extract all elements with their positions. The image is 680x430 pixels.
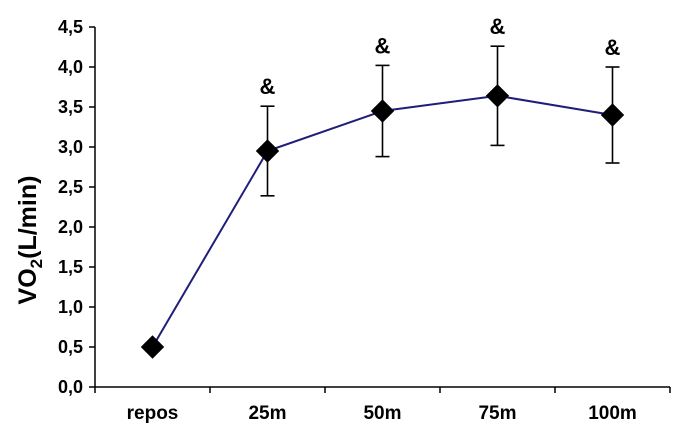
y-ticks: 0,0 0,5 1,0 1,5 2,0 2,5 3,0 3,5 4,0 4,5	[58, 17, 95, 397]
error-bars	[145, 45, 620, 352]
x-tick-label: repos	[127, 403, 179, 424]
y-axis-title-unit: (L/min)	[14, 176, 42, 259]
data-point-marker	[255, 139, 280, 163]
x-tick-label: 25m	[248, 403, 286, 424]
y-tick-label: 3,0	[58, 137, 83, 157]
significance-marker: &	[605, 35, 621, 60]
y-tick-label: 0,0	[58, 377, 83, 397]
data-point-marker	[600, 103, 625, 127]
x-ticks: repos 25m 50m 75m 100m	[94, 387, 671, 424]
x-tick-label: 50m	[363, 403, 401, 424]
y-tick-label: 2,5	[58, 177, 83, 197]
y-axis-title: VO2(L/min)	[14, 176, 46, 305]
y-tick-label: 4,0	[58, 57, 83, 77]
significance-marker: &	[375, 33, 391, 58]
significance-marker: &	[260, 74, 276, 99]
significance-annotations: & & & &	[260, 14, 621, 99]
axes	[94, 27, 670, 388]
series-markers	[140, 84, 625, 359]
y-tick-label: 1,5	[58, 257, 83, 277]
y-tick-label: 1,0	[58, 297, 83, 317]
y-tick-label: 4,5	[58, 17, 83, 37]
y-tick-label: 3,5	[58, 97, 83, 117]
data-point-marker	[485, 84, 510, 108]
significance-marker: &	[490, 14, 506, 39]
y-axis-title-subscript: 2	[27, 259, 46, 268]
data-point-marker	[370, 99, 395, 123]
x-tick-label: 75m	[478, 403, 516, 424]
y-axis-title-main: VO	[14, 268, 42, 304]
y-tick-label: 2,0	[58, 217, 83, 237]
x-tick-label: 100m	[588, 403, 637, 424]
y-tick-label: 0,5	[58, 337, 83, 357]
svg-text:VO2(L/min): VO2(L/min)	[14, 176, 46, 305]
data-point-marker	[140, 335, 165, 359]
